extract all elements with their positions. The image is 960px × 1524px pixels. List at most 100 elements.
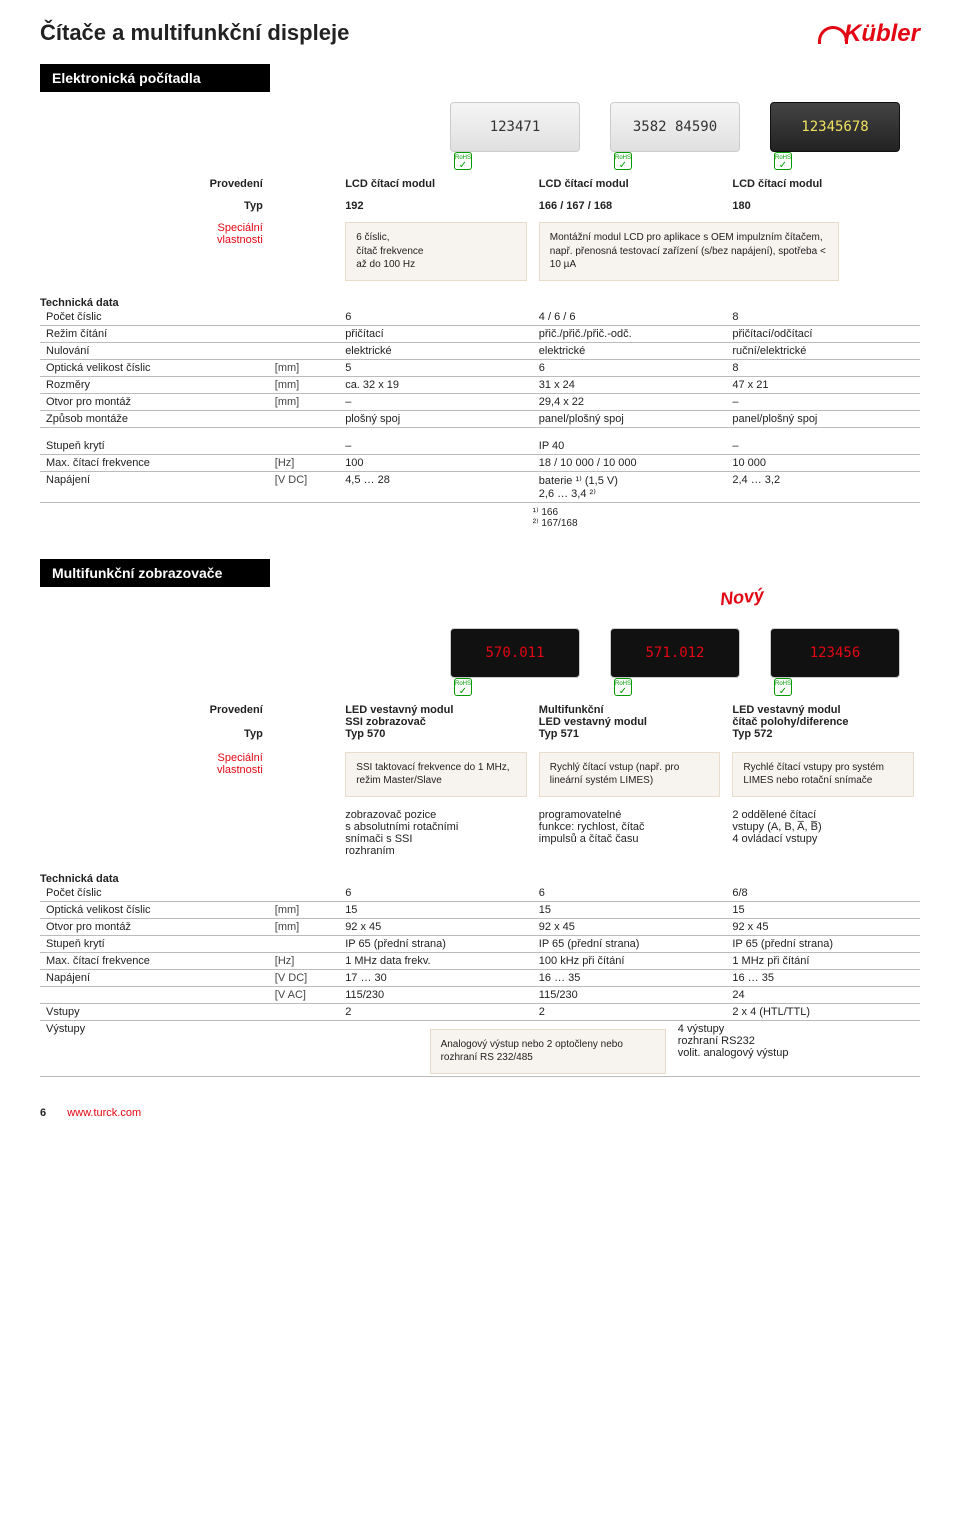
section2-images: 570.011 571.012 123456 bbox=[40, 628, 920, 696]
table-row: Počet číslic666/8 bbox=[40, 885, 920, 902]
cell: 92 x 45 bbox=[533, 918, 727, 935]
cell: přičítací/odčítací bbox=[726, 325, 920, 342]
cell: elektrické bbox=[533, 342, 727, 359]
cell: 92 x 45 bbox=[339, 918, 533, 935]
s1-typ-1: 166 / 167 / 168 bbox=[533, 198, 727, 214]
cell: 29,4 x 22 bbox=[533, 393, 727, 410]
section1-head-table: Provedení LCD čítací modul LCD čítací mo… bbox=[40, 176, 920, 283]
novy-badge: Nový bbox=[719, 584, 765, 609]
cell: 17 … 30 bbox=[339, 969, 533, 986]
brand-logo: Kübler bbox=[818, 20, 920, 48]
row-label: Počet číslic bbox=[40, 885, 269, 902]
s1-footnote: ¹⁾ 166 ²⁾ 167/168 bbox=[40, 507, 920, 529]
cell: 100 kHz při čítání bbox=[533, 952, 727, 969]
row-label: Optická velikost číslic bbox=[40, 359, 269, 376]
row-unit: [V DC] bbox=[269, 471, 339, 502]
cell: 1 MHz při čítání bbox=[726, 952, 920, 969]
cell: 8 bbox=[726, 359, 920, 376]
row-label: Stupeň krytí bbox=[40, 438, 269, 455]
section1-header: Elektronická počítadla bbox=[40, 64, 270, 92]
rohs-badge bbox=[614, 152, 632, 170]
s2-specbox-1: Rychlý čítací vstup (např. pro lineární … bbox=[539, 752, 721, 797]
counter-image-2: 3582 84590 bbox=[610, 102, 740, 152]
table-row: Napájení[V DC]4,5 … 28baterie ¹⁾ (1,5 V)… bbox=[40, 471, 920, 502]
section2-vystupy: Výstupy Analogový výstup nebo 2 optočlen… bbox=[40, 1021, 920, 1077]
table-row: Nulováníelektrickéelektrickéruční/elektr… bbox=[40, 342, 920, 359]
cell: přič./přič./přič.-odč. bbox=[533, 325, 727, 342]
footer: 6 www.turck.com bbox=[40, 1107, 920, 1119]
cell: 2 bbox=[533, 1003, 727, 1020]
cell: 31 x 24 bbox=[533, 376, 727, 393]
row-unit bbox=[269, 410, 339, 427]
rohs-badge bbox=[774, 678, 792, 696]
counter-image-1: 123471 bbox=[450, 102, 580, 152]
row-unit: [Hz] bbox=[269, 454, 339, 471]
cell: – bbox=[339, 438, 533, 455]
s2-sub-1: programovatelné funkce: rychlost, čítač … bbox=[533, 807, 727, 859]
section2-header: Multifunkční zobrazovače bbox=[40, 559, 270, 587]
cell: IP 65 (přední strana) bbox=[533, 935, 727, 952]
table-row: Stupeň krytíIP 65 (přední strana)IP 65 (… bbox=[40, 935, 920, 952]
counter-image-3: 12345678 bbox=[770, 102, 900, 152]
section1-data-table2: Stupeň krytí–IP 40–Max. čítací frekvence… bbox=[40, 438, 920, 503]
s1-specbox-1: Montážní modul LCD pro aplikace s OEM im… bbox=[539, 222, 839, 281]
s2-sub-0: zobrazovač pozice s absolutními rotačním… bbox=[339, 807, 533, 859]
cell: 100 bbox=[339, 454, 533, 471]
section1-data-table: Počet číslic64 / 6 / 68Režim čítánípřičí… bbox=[40, 309, 920, 428]
table-row: Stupeň krytí–IP 40– bbox=[40, 438, 920, 455]
row-unit: [V AC] bbox=[269, 986, 339, 1003]
cell: přičítací bbox=[339, 325, 533, 342]
cell: 6 bbox=[533, 359, 727, 376]
cell: 15 bbox=[339, 901, 533, 918]
table-row: Max. čítací frekvence[Hz]1 MHz data frek… bbox=[40, 952, 920, 969]
rohs-badge bbox=[454, 152, 472, 170]
section2-head-table: ProvedeníTyp LED vestavný modul SSI zobr… bbox=[40, 702, 920, 859]
section2-data-table: Počet číslic666/8Optická velikost číslic… bbox=[40, 885, 920, 1021]
row-unit: [mm] bbox=[269, 359, 339, 376]
s1-specbox-0: 6 číslic, čítač frekvence až do 100 Hz bbox=[345, 222, 527, 281]
row-label: Optická velikost číslic bbox=[40, 901, 269, 918]
cell: 115/230 bbox=[533, 986, 727, 1003]
table-row: Optická velikost číslic[mm]151515 bbox=[40, 901, 920, 918]
row-label: Stupeň krytí bbox=[40, 935, 269, 952]
label-typ: Typ bbox=[40, 198, 269, 214]
row-unit bbox=[269, 935, 339, 952]
row-unit bbox=[269, 325, 339, 342]
row-label: Způsob montáže bbox=[40, 410, 269, 427]
s2-prov-0: LED vestavný modul SSI zobrazovačTyp 570 bbox=[339, 702, 533, 742]
row-unit bbox=[269, 885, 339, 902]
cell: baterie ¹⁾ (1,5 V) 2,6 … 3,4 ²⁾ bbox=[533, 471, 727, 502]
s2-specbox-2: Rychlé čítací vstupy pro systém LIMES ne… bbox=[732, 752, 914, 797]
row-unit: [mm] bbox=[269, 918, 339, 935]
cell: 2 bbox=[339, 1003, 533, 1020]
rohs-badge bbox=[774, 152, 792, 170]
table-row: Způsob montážeplošný spojpanel/plošný sp… bbox=[40, 410, 920, 427]
cell: 6 bbox=[533, 885, 727, 902]
display-image-1: 570.011 bbox=[450, 628, 580, 678]
section1-images: 123471 3582 84590 12345678 bbox=[40, 102, 920, 170]
cell: ruční/elektrické bbox=[726, 342, 920, 359]
display-image-2: 571.012 bbox=[610, 628, 740, 678]
cell: 4 / 6 / 6 bbox=[533, 309, 727, 326]
cell: 115/230 bbox=[339, 986, 533, 1003]
s1-prov-2: LCD čítací modul bbox=[726, 176, 920, 192]
table-row: Otvor pro montáž[mm]–29,4 x 22– bbox=[40, 393, 920, 410]
cell: 6 bbox=[339, 885, 533, 902]
cell: IP 65 (přední strana) bbox=[726, 935, 920, 952]
row-label: Max. čítací frekvence bbox=[40, 952, 269, 969]
cell: 18 / 10 000 / 10 000 bbox=[533, 454, 727, 471]
row-label: Napájení bbox=[40, 969, 269, 986]
table-row: Optická velikost číslic[mm]568 bbox=[40, 359, 920, 376]
display-image-3: 123456 bbox=[770, 628, 900, 678]
cell: 8 bbox=[726, 309, 920, 326]
row-label: Režim čítání bbox=[40, 325, 269, 342]
vystupy-col3: 4 výstupy rozhraní RS232 volit. analogov… bbox=[672, 1021, 920, 1077]
row-label: Max. čítací frekvence bbox=[40, 454, 269, 471]
cell: 6 bbox=[339, 309, 533, 326]
cell: 1 MHz data frekv. bbox=[339, 952, 533, 969]
s1-prov-1: LCD čítací modul bbox=[533, 176, 727, 192]
label-special-2: Speciálnívlastnosti bbox=[40, 750, 269, 799]
table-row: Napájení[V DC]17 … 3016 … 3516 … 35 bbox=[40, 969, 920, 986]
row-label: Rozměry bbox=[40, 376, 269, 393]
cell: IP 65 (přední strana) bbox=[339, 935, 533, 952]
